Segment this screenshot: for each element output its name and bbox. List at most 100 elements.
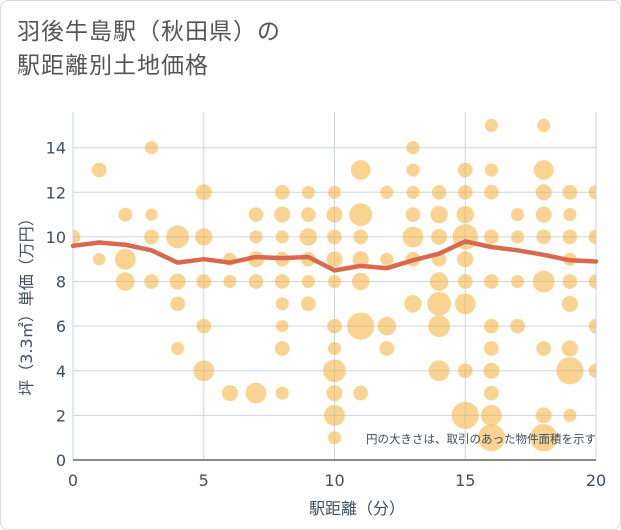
- bubble-114: [562, 229, 578, 245]
- bubble-2: [73, 229, 81, 245]
- bubble-98: [477, 423, 506, 452]
- bubble-20: [222, 274, 237, 289]
- bubble-77: [427, 314, 451, 338]
- bubble-26: [245, 382, 267, 404]
- bubble-78: [428, 359, 450, 382]
- bubble-57: [351, 272, 370, 291]
- bubble-6: [115, 271, 135, 292]
- trend-line: [70, 239, 599, 273]
- bubble-40: [301, 274, 316, 289]
- bubble-95: [482, 362, 500, 380]
- bubble-51: [323, 404, 346, 427]
- bubble-88: [484, 118, 499, 133]
- bubble-90: [483, 184, 500, 201]
- bubble-18: [192, 359, 215, 382]
- bubble-123: [588, 273, 596, 290]
- x-axis-label: 駅距離（分）: [309, 499, 405, 518]
- bubble-25: [248, 273, 264, 290]
- bubble-49: [322, 358, 347, 383]
- chart-title-line-2: 駅距離別土地価格: [17, 53, 209, 79]
- bubble-48: [327, 341, 342, 356]
- bubble-29: [275, 229, 290, 244]
- y-tick-label-6: 12: [46, 183, 66, 202]
- bubble-93: [483, 318, 500, 334]
- y-axis-label: 坪（3.3㎡）単価（万円）: [17, 210, 36, 395]
- bubble-13: [170, 341, 185, 356]
- bubble-108: [532, 270, 556, 293]
- bubble-33: [275, 319, 289, 333]
- bubble-101: [510, 274, 525, 289]
- bubble-99: [510, 207, 525, 222]
- bubble-1: [144, 140, 159, 155]
- bubble-103: [536, 118, 551, 133]
- bubble-28: [273, 206, 291, 224]
- x-tick-label-2: 10: [324, 471, 344, 490]
- bubble-0: [91, 162, 107, 178]
- bubble-105: [535, 183, 553, 201]
- bubble-96: [483, 385, 500, 401]
- bubble-81: [456, 205, 475, 224]
- bubble-65: [406, 163, 420, 177]
- trend-layer: [70, 239, 599, 273]
- bubble-50: [326, 384, 343, 402]
- bubble-66: [406, 185, 420, 200]
- bubble-84: [457, 273, 473, 290]
- x-tick-label-1: 5: [199, 471, 209, 490]
- y-tick-label-3: 6: [56, 317, 66, 336]
- bubble-118: [561, 340, 579, 357]
- bubble-38: [299, 227, 318, 247]
- bubble-59: [352, 385, 369, 401]
- bubble-87: [451, 401, 480, 430]
- bubble-83: [456, 250, 474, 268]
- bubble-layer: [73, 118, 596, 452]
- bubble-117: [561, 295, 579, 313]
- bubble-64: [406, 140, 420, 155]
- bubble-32: [275, 296, 290, 311]
- bubble-45: [326, 250, 343, 268]
- bubble-91: [483, 229, 500, 245]
- bubble-75: [429, 271, 449, 292]
- bubble-102: [509, 318, 526, 334]
- bubble-109: [535, 340, 552, 357]
- bubble-35: [275, 386, 290, 401]
- bubble-125: [588, 363, 596, 379]
- x-tick-label-3: 15: [455, 471, 475, 490]
- bubble-121: [588, 184, 596, 201]
- bubble-14: [195, 183, 213, 201]
- bubble-89: [484, 163, 499, 177]
- bubble-53: [350, 159, 371, 181]
- bubble-36: [301, 185, 316, 200]
- y-tick-label-0: 0: [56, 451, 66, 470]
- bubble-63: [379, 340, 395, 357]
- bubble-119: [555, 356, 584, 385]
- bubble-70: [403, 294, 423, 313]
- bubble-79: [457, 162, 473, 178]
- bubble-41: [300, 296, 317, 312]
- bubble-31: [274, 273, 290, 290]
- bubble-22: [248, 206, 264, 223]
- bubble-55: [352, 229, 369, 245]
- bubble-86: [457, 363, 473, 379]
- bubble-97: [480, 404, 503, 427]
- bubble-42: [327, 185, 342, 200]
- bubble-3: [92, 252, 106, 266]
- bubble-4: [117, 207, 133, 222]
- axis-layer: 0 5 10 15 20 0 2 4 6 8 10 12 14: [46, 139, 607, 490]
- bubble-80: [457, 184, 473, 201]
- bubble-71: [431, 184, 447, 201]
- bubble-37: [300, 206, 317, 223]
- bubble-34: [274, 340, 290, 357]
- bubble-111: [529, 423, 558, 452]
- bubble-58: [346, 312, 375, 341]
- bubble-73: [430, 228, 448, 246]
- bubble-10: [165, 225, 190, 249]
- bubble-100: [510, 229, 525, 244]
- bubble-67: [405, 206, 421, 223]
- bubble-62: [377, 316, 397, 336]
- bubble-5: [114, 248, 137, 271]
- bubble-116: [562, 273, 578, 290]
- bubble-17: [196, 318, 212, 334]
- bubble-47: [326, 318, 343, 334]
- bubble-76: [426, 291, 452, 317]
